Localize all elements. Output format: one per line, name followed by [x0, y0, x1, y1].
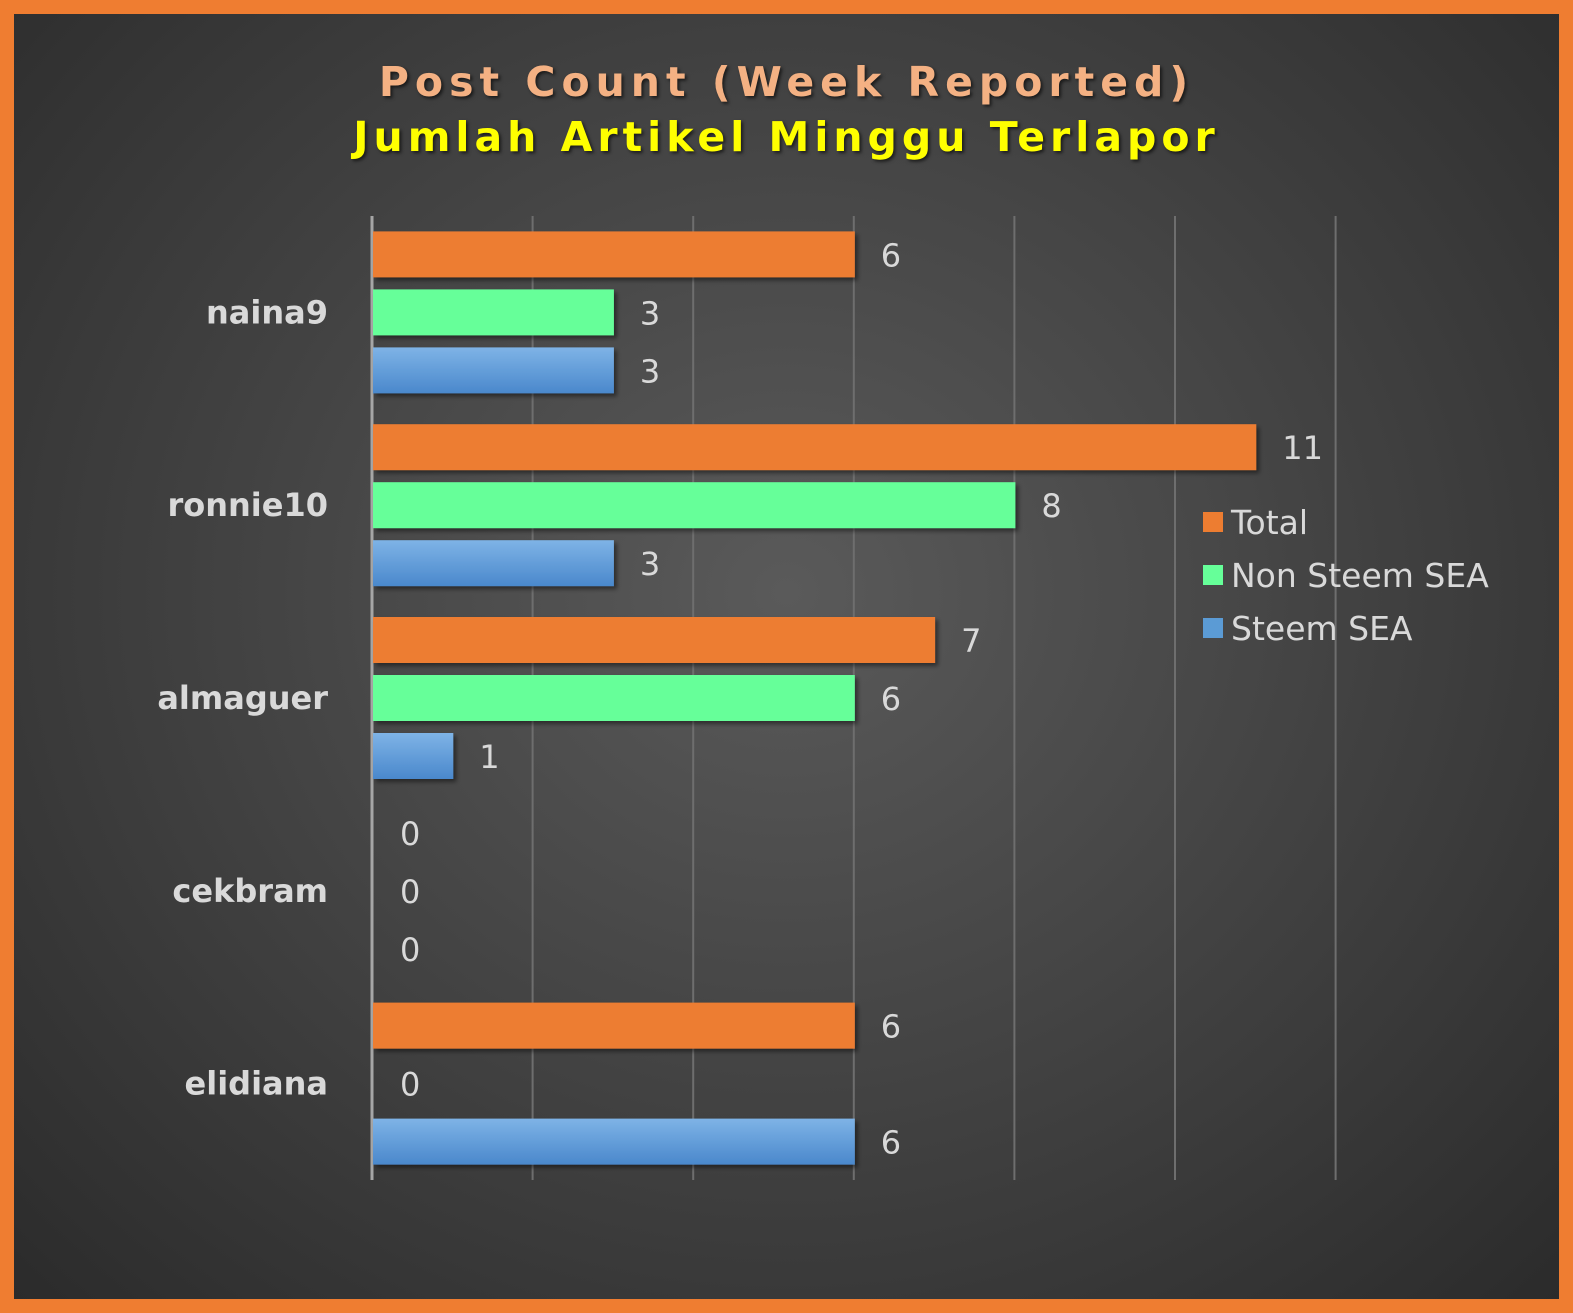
- legend-swatch: [1203, 618, 1223, 638]
- data-label: 6: [881, 1124, 901, 1162]
- data-label: 3: [640, 545, 660, 583]
- data-label: 6: [881, 236, 901, 274]
- data-label: 1: [479, 738, 499, 776]
- chart-subtitle: Jumlah Artikel Minggu Terlapor: [353, 113, 1220, 161]
- bar: [373, 424, 1257, 471]
- data-label: 11: [1282, 429, 1323, 467]
- data-label: 6: [881, 680, 901, 718]
- data-label: 0: [400, 1066, 420, 1104]
- bar: [373, 1118, 855, 1165]
- legend-swatch: [1203, 512, 1223, 532]
- bar: [373, 733, 454, 779]
- chart-title: Post Count (Week Reported): [378, 58, 1195, 106]
- category-label: naina9: [206, 293, 328, 331]
- bar: [373, 1002, 855, 1049]
- bars: [373, 231, 1257, 1165]
- legend-label: Steem SEA: [1231, 609, 1413, 648]
- legend-label: Non Steem SEA: [1231, 556, 1489, 595]
- data-label: 7: [961, 622, 981, 660]
- category-label: elidiana: [185, 1065, 328, 1103]
- labels: naina9 6 3 3 ronnie10 11 8 3 almaguer 7 6 1 cekbram 0…: [157, 236, 1323, 1161]
- data-label: 0: [400, 873, 420, 911]
- bar: [373, 675, 855, 721]
- category-label: ronnie10: [167, 486, 328, 524]
- legend: Total Non Steem SEA Steem SEA: [1203, 503, 1489, 648]
- data-label: 8: [1041, 487, 1061, 525]
- bar: [373, 289, 614, 336]
- bar: [373, 617, 936, 663]
- data-label: 3: [640, 294, 660, 332]
- data-label: 6: [881, 1008, 901, 1046]
- category-label: almaguer: [157, 679, 328, 717]
- bar: [373, 540, 614, 587]
- legend-label: Total: [1230, 503, 1308, 542]
- bar: [373, 231, 855, 278]
- legend-swatch: [1203, 565, 1223, 585]
- data-label: 0: [400, 815, 420, 853]
- data-label: 3: [640, 352, 660, 390]
- bar: [373, 482, 1016, 529]
- category-label: cekbram: [172, 872, 328, 910]
- bar: [373, 347, 614, 394]
- data-label: 0: [400, 931, 420, 969]
